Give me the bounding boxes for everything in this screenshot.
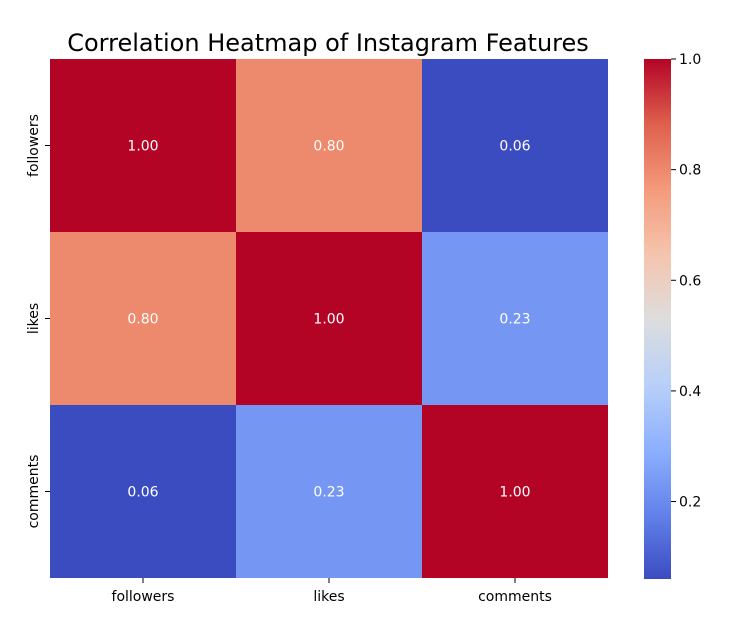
cell-value-label-likes-followers: 0.80 (127, 312, 158, 328)
x-tick-label-comments: comments (478, 589, 552, 605)
cell-value-label-likes-comments: 0.23 (499, 312, 530, 328)
colorbar-gradient (644, 59, 671, 579)
cell-value-label-likes-likes: 1.00 (313, 312, 344, 328)
heatmap-cell-followers-comments (422, 59, 608, 232)
heatmap-cell-followers-likes (236, 59, 422, 232)
colorbar-tick-label-1: 0.4 (679, 384, 701, 400)
heatmap-cell-comments-comments (422, 405, 608, 578)
colorbar: 0.2 0.4 0.6 0.8 1.0 (644, 52, 701, 579)
chart-title: Correlation Heatmap of Instagram Feature… (67, 29, 589, 57)
y-tick-label-followers: followers (26, 114, 42, 177)
heatmap-cells: 1.00 0.80 0.06 0.80 1.00 0.23 0.06 0.23 1.00 (50, 59, 608, 578)
heatmap-cell-comments-likes (236, 405, 422, 578)
y-tick-label-comments: comments (26, 455, 42, 529)
cell-value-label-comments-followers: 0.06 (127, 485, 158, 501)
cell-value-label-comments-comments: 1.00 (499, 485, 530, 501)
heatmap-cell-likes-likes (236, 232, 422, 405)
x-tick-label-followers: followers (112, 589, 175, 605)
colorbar-tick-label-3: 0.8 (679, 163, 701, 179)
heatmap-cell-likes-comments (422, 232, 608, 405)
heatmap-cell-likes-followers (50, 232, 236, 405)
y-tick-label-likes: likes (26, 303, 42, 334)
colorbar-tick-label-4: 1.0 (679, 52, 701, 68)
y-axis: followers likes comments (26, 114, 50, 528)
cell-value-label-followers-followers: 1.00 (127, 139, 158, 155)
x-tick-label-likes: likes (313, 589, 344, 605)
colorbar-tick-label-2: 0.6 (679, 273, 701, 289)
colorbar-tick-label-0: 0.2 (679, 495, 701, 511)
cell-value-label-followers-likes: 0.80 (313, 139, 344, 155)
cell-value-label-followers-comments: 0.06 (499, 139, 530, 155)
x-axis: followers likes comments (112, 578, 552, 605)
heatmap-cell-followers-followers (50, 59, 236, 232)
cell-value-label-comments-likes: 0.23 (313, 485, 344, 501)
heatmap-cell-comments-followers (50, 405, 236, 578)
